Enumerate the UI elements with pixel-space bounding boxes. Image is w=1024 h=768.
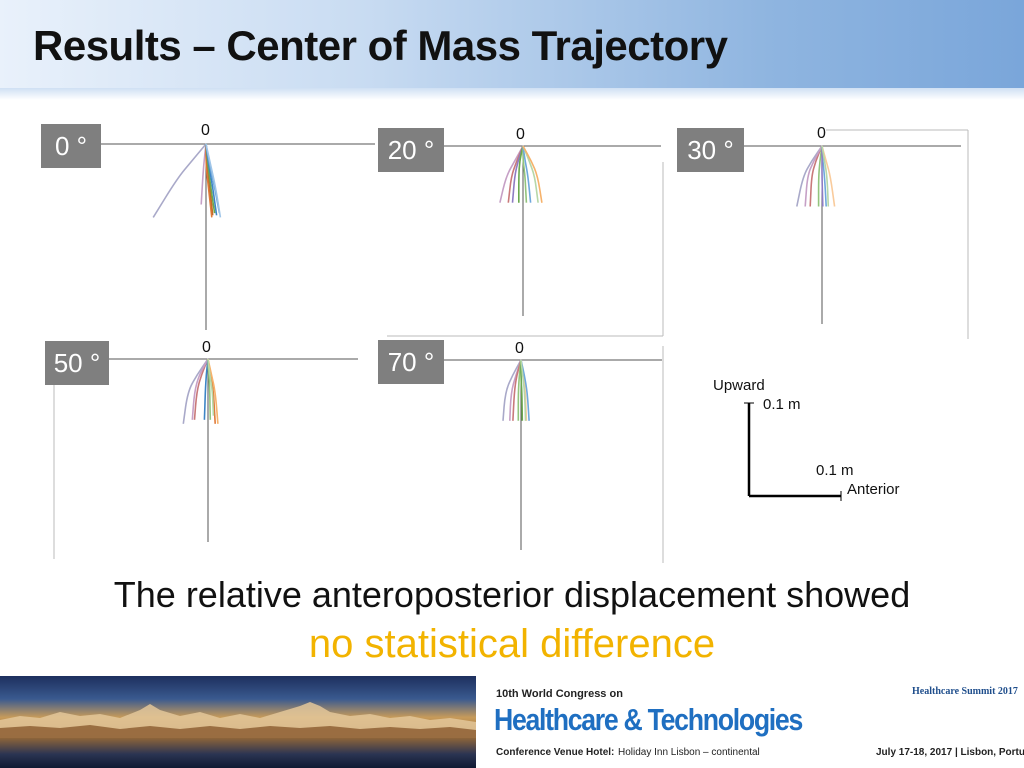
angle-badge: 20 ° [378,128,444,172]
city-silhouette [0,702,476,738]
origin-label: 0 [817,125,826,142]
congress-prefix: 10th World Congress on [496,688,623,700]
trajectory-line-8 [821,145,830,207]
angle-badge: 70 ° [378,340,444,384]
chart-panel-20deg: 20 ° 0 [377,124,667,339]
footer-banner: 10th World Congress on Healthcare & Tech… [0,676,1024,768]
venue-name: Holiday Inn Lisbon – continental [618,747,760,758]
angle-badge: 30 ° [677,128,744,172]
trajectory-line-8 [205,143,222,218]
origin-label: 0 [202,339,211,356]
chart-svg-0deg [100,143,375,330]
origin-label: 0 [201,122,210,139]
scale-upward-label: Upward [713,377,765,394]
scale-legend: Upward 0.1 m 0.1 m Anterior [700,370,930,520]
trajectory-line-8 [207,358,215,416]
scale-axes [744,402,842,501]
angle-badge: 0 ° [41,124,101,168]
origin-label: 0 [516,126,525,143]
scale-horizontal-length: 0.1 m [816,462,854,479]
origin-label: 0 [515,340,524,357]
chart-svg-30deg [743,129,969,339]
lisbon-skyline-photo [0,676,476,768]
trajectory-line-8 [520,359,527,421]
summit-label: Healthcare Summit 2017 [912,686,1018,697]
venue-label: Conference Venue Hotel: [496,747,615,758]
trajectory-line-1 [152,143,207,218]
congress-info: 10th World Congress on Healthcare & Tech… [476,676,1024,768]
chart-svg-50deg [53,358,358,559]
conclusion-highlight: no statistical difference [308,622,716,666]
conclusion-line-1: The relative anteroposterior displacemen… [113,574,911,615]
chart-svg-70deg [444,346,664,563]
chart-panel-0deg: 0 ° 0 [40,120,375,340]
congress-name: Healthcare & Technologies [494,702,803,737]
trajectory-line-3 [191,358,209,420]
chart-panel-50deg: 50 ° 0 [40,337,365,562]
trajectory-line-8 [522,145,543,203]
chart-svg-20deg [387,145,664,337]
trajectory-line-3 [804,145,823,207]
chart-panel-30deg: 30 ° 0 [676,124,972,339]
header-divider [0,88,1024,100]
scale-vertical-length: 0.1 m [763,396,801,413]
scale-anterior-label: Anterior [847,481,900,498]
slide-title: Results – Center of Mass Trajectory [33,22,728,69]
trajectory-line-6 [821,146,824,207]
dates-location: July 17-18, 2017 | Lisbon, Portugal [876,747,1024,758]
angle-badge: 50 ° [45,341,109,385]
chart-panel-70deg: 70 ° 0 [377,338,667,563]
header-banner [0,0,1024,100]
